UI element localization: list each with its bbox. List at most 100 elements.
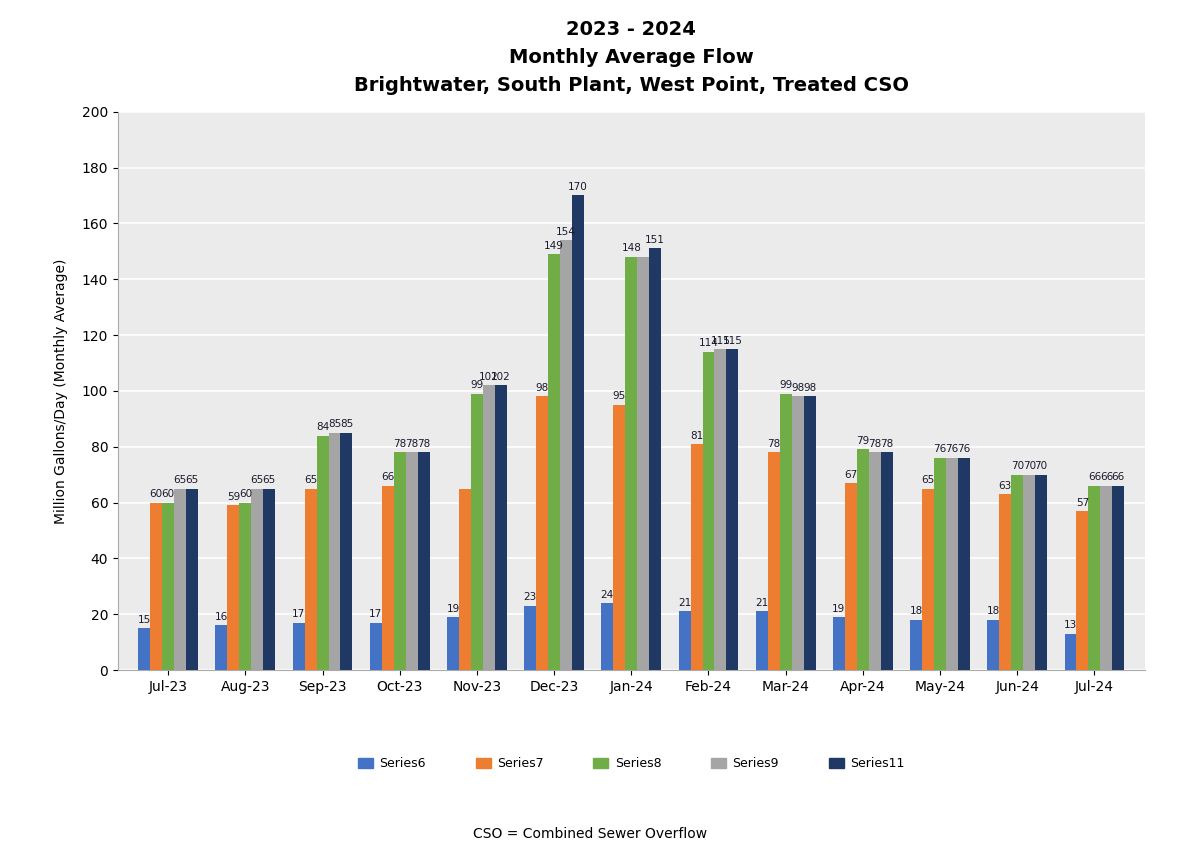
Text: 66: 66: [381, 472, 394, 483]
Text: CSO = Combined Sewer Overflow: CSO = Combined Sewer Overflow: [473, 826, 707, 840]
Text: 18: 18: [910, 606, 923, 617]
Text: 65: 65: [304, 475, 317, 485]
Bar: [240, 503, 251, 670]
Text: 65: 65: [185, 475, 198, 485]
Text: 17: 17: [291, 609, 306, 619]
Bar: [186, 489, 198, 670]
Text: 85: 85: [328, 419, 341, 430]
Text: 23: 23: [524, 593, 537, 602]
Bar: [1113, 486, 1125, 670]
Bar: [382, 486, 394, 670]
Bar: [880, 452, 893, 670]
Bar: [1023, 474, 1035, 670]
Bar: [910, 620, 922, 670]
Text: 60: 60: [238, 489, 251, 499]
Text: 60: 60: [162, 489, 175, 499]
Bar: [649, 248, 661, 670]
Text: 24: 24: [601, 589, 614, 600]
Bar: [845, 483, 857, 670]
Text: 76: 76: [957, 444, 971, 454]
Bar: [780, 393, 792, 670]
Bar: [418, 452, 430, 670]
Bar: [833, 617, 845, 670]
Bar: [727, 349, 739, 670]
Text: 21: 21: [678, 598, 691, 608]
Bar: [536, 397, 549, 670]
Text: 65: 65: [250, 475, 264, 485]
Bar: [625, 257, 637, 670]
Text: 67: 67: [844, 470, 858, 479]
Text: 60: 60: [150, 489, 163, 499]
Bar: [958, 458, 970, 670]
Text: 78: 78: [767, 439, 780, 449]
Text: 66: 66: [1100, 472, 1113, 483]
Text: 98: 98: [536, 383, 549, 393]
Text: 148: 148: [622, 243, 641, 253]
Text: 78: 78: [393, 439, 406, 449]
Text: 114: 114: [699, 338, 719, 349]
Bar: [946, 458, 958, 670]
Bar: [857, 449, 868, 670]
Text: 76: 76: [933, 444, 946, 454]
Bar: [251, 489, 263, 670]
Bar: [471, 393, 483, 670]
Bar: [138, 628, 150, 670]
Bar: [1101, 486, 1113, 670]
Bar: [175, 489, 186, 670]
Text: 98: 98: [791, 383, 805, 393]
Bar: [483, 386, 494, 670]
Text: 78: 78: [417, 439, 431, 449]
Bar: [1064, 634, 1076, 670]
Bar: [702, 352, 714, 670]
Text: 65: 65: [263, 475, 276, 485]
Bar: [999, 494, 1011, 670]
Bar: [690, 444, 702, 670]
Text: 15: 15: [138, 615, 151, 624]
Text: 78: 78: [868, 439, 881, 449]
Bar: [549, 254, 560, 670]
Bar: [263, 489, 275, 670]
Text: 170: 170: [568, 182, 588, 192]
Bar: [935, 458, 946, 670]
Text: 70: 70: [1035, 461, 1048, 472]
Bar: [714, 349, 727, 670]
Bar: [988, 620, 999, 670]
Title: 2023 - 2024
Monthly Average Flow
Brightwater, South Plant, West Point, Treated C: 2023 - 2024 Monthly Average Flow Brightw…: [354, 20, 909, 94]
Text: 84: 84: [316, 422, 329, 432]
Text: 19: 19: [832, 604, 846, 613]
Text: 85: 85: [340, 419, 353, 430]
Text: 154: 154: [556, 227, 576, 237]
Text: 81: 81: [690, 430, 703, 441]
Text: 99: 99: [779, 381, 792, 390]
Text: 149: 149: [544, 241, 564, 251]
Text: 98: 98: [802, 383, 817, 393]
Text: 115: 115: [722, 336, 742, 345]
Bar: [572, 196, 584, 670]
Text: 78: 78: [880, 439, 893, 449]
Text: 17: 17: [369, 609, 382, 619]
Bar: [922, 489, 935, 670]
Bar: [293, 623, 304, 670]
Text: 63: 63: [998, 481, 1012, 490]
Bar: [868, 452, 880, 670]
Bar: [637, 257, 649, 670]
Bar: [1076, 511, 1088, 670]
Text: 16: 16: [215, 612, 228, 622]
Bar: [755, 612, 768, 670]
Text: 66: 66: [1088, 472, 1101, 483]
Legend: Series6, Series7, Series8, Series9, Series11: Series6, Series7, Series8, Series9, Seri…: [353, 752, 910, 776]
Text: 79: 79: [857, 436, 870, 446]
Bar: [560, 241, 572, 670]
Text: 95: 95: [612, 392, 625, 401]
Bar: [804, 397, 815, 670]
Text: 78: 78: [405, 439, 419, 449]
Bar: [304, 489, 316, 670]
Text: 21: 21: [755, 598, 768, 608]
Bar: [602, 603, 614, 670]
Bar: [394, 452, 406, 670]
Text: 18: 18: [986, 606, 999, 617]
Y-axis label: Million Gallons/Day (Monthly Average): Million Gallons/Day (Monthly Average): [54, 259, 68, 523]
Text: 59: 59: [227, 492, 240, 502]
Text: 76: 76: [945, 444, 958, 454]
Bar: [341, 433, 353, 670]
